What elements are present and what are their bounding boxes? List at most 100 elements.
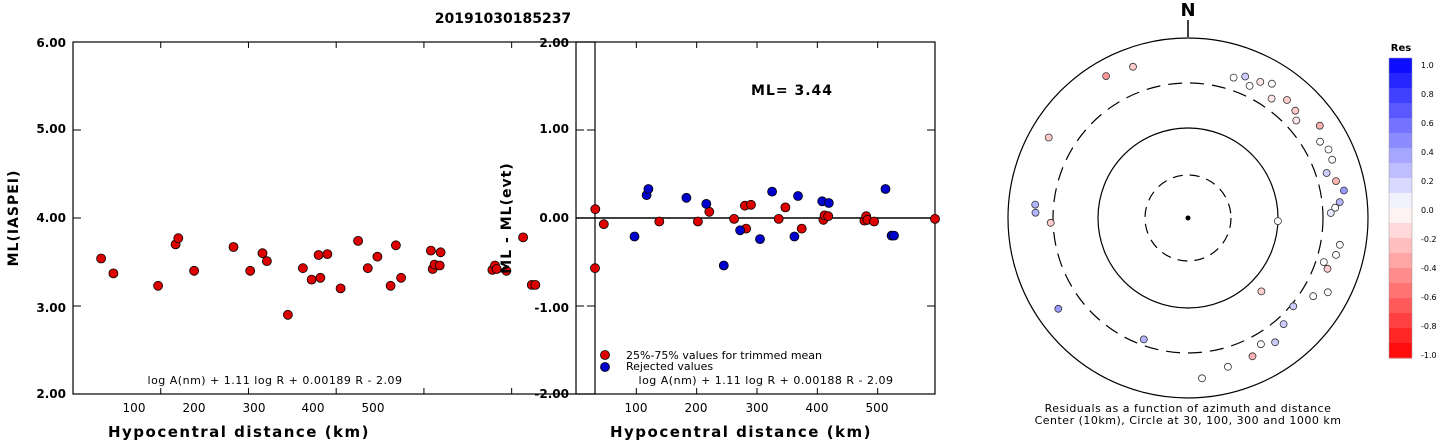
polar-point — [1279, 320, 1288, 329]
data-point — [735, 225, 745, 236]
data-point — [767, 186, 777, 197]
polar-point — [1319, 258, 1328, 267]
colorbar-segment — [1389, 313, 1412, 329]
polar-point — [1291, 106, 1300, 115]
polar-caption-2: Center (10km), Circle at 30, 100, 300 an… — [1035, 414, 1342, 427]
colorbar-label: 0.6 — [1421, 119, 1434, 128]
polar-point — [1257, 340, 1265, 349]
data-point — [693, 216, 703, 227]
polar-point — [1316, 137, 1324, 146]
mid-xtick-label: 300 — [746, 401, 769, 415]
data-point — [315, 272, 326, 283]
data-point — [796, 223, 807, 234]
colorbar-segment — [1389, 88, 1412, 104]
polar-point — [1322, 169, 1331, 177]
data-point — [869, 216, 879, 227]
data-point — [228, 242, 239, 252]
legend-marker-rejected — [600, 362, 610, 372]
legend-label-trimmed: 25%-75% values for trimmed mean — [626, 349, 822, 362]
colorbar-segment — [1389, 328, 1412, 344]
epicenter — [1185, 215, 1191, 221]
data-point — [773, 213, 784, 224]
ml-label: ML= 3.44 — [751, 83, 833, 99]
polar-point — [1031, 200, 1040, 209]
data-point — [245, 265, 256, 276]
ring-1000km — [1007, 37, 1369, 399]
middle-data-points — [590, 184, 940, 271]
polar-point — [1315, 121, 1324, 130]
polar-point — [1324, 145, 1333, 154]
legend-label-rejected: Rejected values — [626, 360, 713, 373]
polar-point — [1031, 208, 1040, 217]
data-point — [889, 230, 899, 241]
data-point — [823, 198, 834, 208]
colorbar-segment — [1389, 268, 1412, 284]
colorbar-label: 1.0 — [1421, 61, 1434, 70]
data-point — [257, 248, 268, 259]
data-point — [530, 279, 541, 290]
mid-xtick-label: 100 — [625, 401, 648, 415]
data-point — [629, 231, 640, 242]
data-point — [108, 268, 119, 279]
north-label: N — [1180, 0, 1195, 21]
data-point — [718, 260, 729, 271]
data-point — [390, 240, 401, 251]
mid-ytick-label: 0.00 — [539, 211, 569, 225]
colorbar-segment — [1389, 193, 1412, 209]
polar-point — [1139, 335, 1148, 344]
data-point — [322, 249, 333, 260]
polar-point — [1267, 94, 1276, 103]
left-xtick-label: 300 — [243, 401, 266, 415]
data-point — [780, 202, 791, 213]
data-point — [425, 245, 436, 256]
data-point — [261, 256, 272, 267]
data-point — [789, 231, 800, 242]
polar-point — [1224, 362, 1232, 371]
polar-point — [1271, 338, 1279, 347]
data-point — [729, 213, 739, 224]
colorbar-label: -0.6 — [1421, 293, 1437, 302]
left-ytick-label: 2.00 — [36, 387, 66, 401]
data-point — [590, 263, 600, 274]
left-ytick-label: 6.00 — [36, 36, 66, 50]
polar-point — [1309, 292, 1318, 301]
mid-xtick-label: 500 — [866, 401, 889, 415]
polar-point — [1328, 155, 1337, 164]
data-point — [518, 232, 528, 243]
colorbar-segment — [1389, 253, 1412, 269]
ring-30km — [1144, 174, 1232, 262]
ring-300km — [1052, 82, 1324, 354]
colorbar-label: 0.8 — [1421, 90, 1434, 99]
polar-point — [1335, 198, 1344, 207]
colorbar-frame — [1388, 57, 1413, 359]
data-point — [755, 234, 765, 245]
colorbar-segment — [1389, 298, 1412, 314]
middle-panel: -2.00 -1.00 0.00 1.00 2.00 100 200 300 4… — [499, 36, 940, 441]
polar-point — [1326, 209, 1335, 217]
polar-point — [1044, 133, 1053, 142]
polar-caption-1: Residuals as a function of azimuth and d… — [1045, 402, 1332, 415]
polar-point — [1102, 72, 1110, 80]
colorbar-segment — [1389, 118, 1412, 134]
data-point — [823, 211, 834, 222]
data-point — [590, 204, 601, 215]
colorbar-segment — [1389, 103, 1412, 119]
data-point — [434, 260, 445, 271]
polar-point — [1335, 240, 1344, 249]
polar-point — [1256, 78, 1265, 86]
polar-point — [1340, 186, 1348, 195]
colorbar-segment — [1389, 178, 1412, 194]
colorbar-segment — [1389, 163, 1412, 179]
left-ytick-label: 3.00 — [36, 301, 66, 315]
colorbar-segment — [1389, 58, 1412, 74]
mid-ytick-label: -2.00 — [534, 387, 569, 401]
mid-x-axis-label: Hypocentral distance (km) — [610, 423, 872, 441]
data-point — [643, 184, 654, 194]
left-xtick-label: 200 — [183, 401, 206, 415]
polar-point — [1332, 177, 1340, 186]
data-point — [654, 216, 665, 227]
mid-xtick-label: 200 — [685, 401, 708, 415]
data-point — [353, 235, 364, 246]
polar-point — [1268, 79, 1276, 88]
